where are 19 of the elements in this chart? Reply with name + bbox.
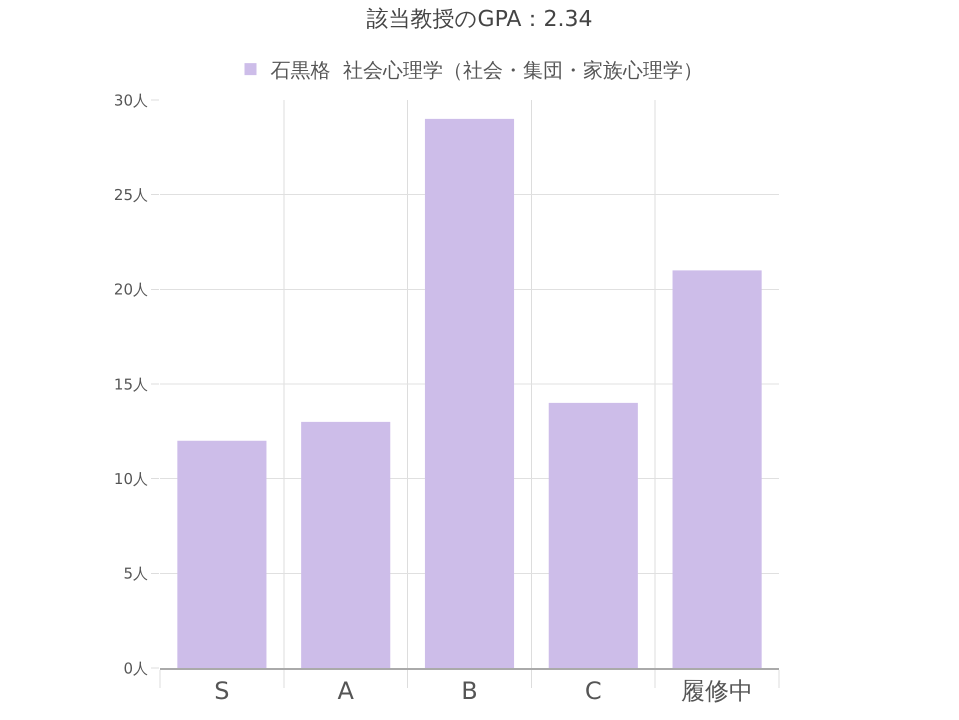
x-tick-label: B [461, 676, 478, 705]
y-tick-label: 10人 [114, 470, 148, 488]
bar [301, 422, 390, 668]
x-tick-label: A [337, 676, 354, 705]
bar [672, 270, 762, 668]
y-tick-label: 30人 [114, 91, 148, 110]
bar [424, 118, 514, 668]
y-tick-label: 5人 [123, 564, 148, 583]
legend-label: 石黒格 社会心理学（社会・集団・家族心理学） [270, 58, 704, 82]
y-tick-label: 0人 [123, 659, 148, 678]
y-tick-label: 15人 [114, 375, 148, 394]
bar [548, 402, 638, 668]
y-tick-label: 25人 [114, 186, 148, 204]
x-tick-label: S [214, 676, 230, 705]
bar [177, 440, 266, 668]
x-tick-label: C [584, 676, 602, 705]
y-tick-label: 20人 [114, 280, 148, 299]
chart-title: 該当教授のGPA：2.34 [366, 7, 592, 32]
x-tick-label: 履修中 [681, 676, 754, 705]
